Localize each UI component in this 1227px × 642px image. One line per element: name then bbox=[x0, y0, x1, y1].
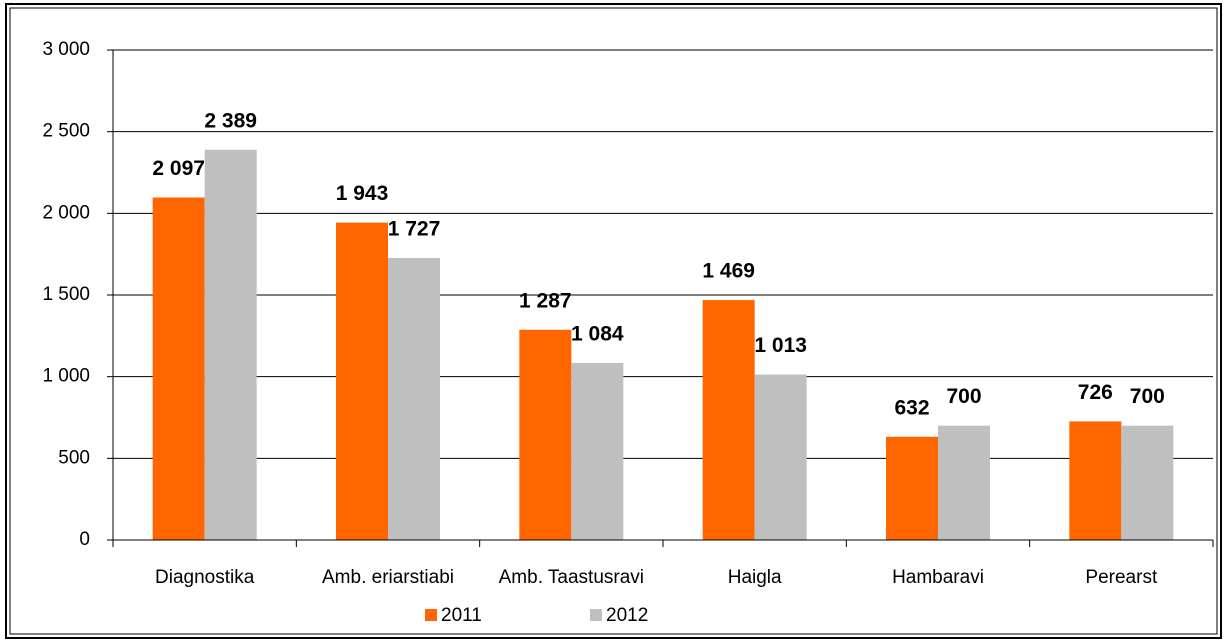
bar bbox=[1069, 421, 1122, 540]
x-tick-label: Perearst bbox=[1085, 567, 1158, 588]
value-label: 700 bbox=[946, 385, 981, 408]
value-label: 726 bbox=[1078, 381, 1113, 404]
y-tick-label: 2 500 bbox=[42, 121, 90, 142]
bar bbox=[702, 300, 755, 540]
value-label: 1 943 bbox=[336, 182, 389, 205]
value-label: 2 389 bbox=[204, 109, 257, 132]
value-label: 700 bbox=[1130, 385, 1165, 408]
x-tick-label: Diagnostika bbox=[155, 567, 255, 588]
bar bbox=[571, 362, 624, 540]
y-tick-label: 2 000 bbox=[42, 202, 90, 223]
x-tick-label: Hambaravi bbox=[892, 567, 984, 588]
bar bbox=[1121, 425, 1174, 540]
y-tick-label: 500 bbox=[58, 447, 90, 468]
chart-border bbox=[5, 3, 1222, 639]
y-tick-label: 0 bbox=[79, 529, 90, 550]
y-tick-label: 1 500 bbox=[42, 284, 90, 305]
x-tick-label: Amb. Taastusravi bbox=[499, 567, 644, 588]
value-label: 1 013 bbox=[754, 334, 807, 357]
bar bbox=[886, 436, 938, 540]
legend-label: 2012 bbox=[606, 605, 648, 626]
bar bbox=[754, 374, 807, 540]
value-label: 1 084 bbox=[571, 322, 624, 345]
x-tick-label: Haigla bbox=[728, 567, 782, 588]
bar bbox=[204, 149, 257, 540]
bar bbox=[388, 257, 440, 540]
bar bbox=[336, 222, 388, 541]
value-label: 1 287 bbox=[519, 289, 572, 312]
bar bbox=[152, 197, 205, 541]
legend-swatch bbox=[590, 609, 602, 621]
x-tick-label: Amb. eriarstiabi bbox=[322, 567, 454, 588]
value-label: 1 469 bbox=[702, 260, 755, 283]
legend-swatch bbox=[425, 609, 437, 621]
bar bbox=[938, 425, 990, 540]
value-label: 632 bbox=[894, 396, 929, 419]
bar bbox=[519, 329, 572, 540]
y-tick-label: 1 000 bbox=[42, 366, 90, 387]
legend-label: 2011 bbox=[441, 605, 482, 626]
y-tick-label: 3 000 bbox=[42, 39, 90, 60]
value-label: 2 097 bbox=[152, 157, 205, 180]
value-label: 1 727 bbox=[388, 217, 441, 240]
chart-border-inner bbox=[9, 7, 1218, 635]
